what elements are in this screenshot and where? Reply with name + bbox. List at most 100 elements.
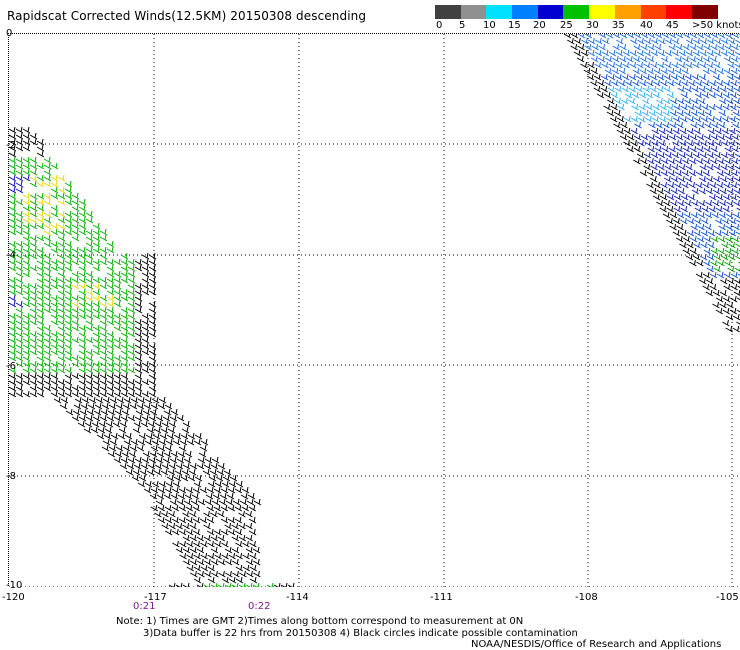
wind-barb	[590, 55, 599, 63]
wind-barb	[684, 97, 692, 105]
wind-barb	[721, 241, 729, 249]
wind-barb	[92, 258, 101, 266]
wind-barb	[151, 438, 160, 446]
wind-barb	[705, 85, 713, 93]
wind-barb	[633, 145, 641, 153]
wind-barb	[22, 324, 31, 332]
wind-barb	[36, 360, 45, 368]
wind-barb	[36, 312, 45, 320]
wind-barb	[123, 438, 132, 446]
wind-barb	[29, 306, 38, 314]
wind-barb	[570, 34, 579, 39]
wind-barb	[724, 247, 733, 255]
wind-barb	[676, 211, 685, 219]
wind-barb	[689, 157, 697, 165]
wind-barb	[695, 169, 704, 177]
wind-barb	[29, 300, 38, 308]
wind-barb	[78, 264, 87, 272]
wind-barb	[57, 384, 66, 392]
wind-barb	[113, 354, 122, 362]
wind-barb	[724, 259, 732, 267]
wind-barb	[57, 210, 66, 218]
wind-barb	[120, 390, 129, 398]
wind-barb	[210, 558, 219, 566]
wind-barb	[698, 73, 707, 81]
wind-barb	[231, 546, 240, 554]
wind-barb	[668, 34, 677, 39]
wind-barb	[142, 408, 151, 416]
wind-barb	[210, 534, 219, 542]
wind-barb	[689, 43, 697, 51]
wind-barb	[43, 342, 52, 350]
wind-barb	[200, 564, 209, 572]
wind-barb	[127, 324, 136, 332]
wind-barb	[246, 570, 254, 578]
wind-barb	[197, 498, 206, 506]
wind-barb	[658, 139, 666, 147]
wind-barb	[43, 216, 52, 224]
wind-barb	[36, 258, 45, 266]
wind-barb	[22, 204, 31, 212]
wind-barb	[43, 252, 52, 260]
wind-barb	[64, 306, 73, 314]
wind-barb	[203, 462, 212, 470]
wind-barb	[102, 396, 111, 404]
wind-barb	[182, 534, 191, 542]
wind-barb	[90, 426, 99, 434]
wind-barb	[43, 258, 52, 266]
wind-barb	[93, 408, 102, 416]
wind-barb	[92, 360, 101, 368]
wind-barb	[643, 49, 652, 57]
wind-barb	[78, 294, 87, 302]
wind-barb	[231, 522, 239, 530]
wind-barb	[190, 570, 198, 578]
wind-barb	[712, 85, 720, 93]
wind-barb	[590, 67, 599, 75]
wind-barb	[200, 540, 208, 548]
wind-barb	[57, 342, 66, 350]
wind-barb	[692, 49, 701, 57]
wind-barb	[737, 285, 740, 288]
wind-barb	[712, 199, 720, 207]
wind-barb	[727, 61, 735, 69]
wind-barb	[36, 366, 45, 374]
wind-barb	[50, 204, 59, 212]
wind-barb	[706, 151, 715, 159]
wind-barb	[78, 372, 87, 380]
wind-barb	[681, 181, 689, 189]
wind-barb	[668, 145, 676, 153]
wind-barb	[728, 229, 737, 237]
wind-barb	[178, 504, 187, 512]
wind-barb	[43, 324, 52, 332]
wind-barb	[113, 342, 122, 350]
wind-barb	[170, 408, 179, 416]
wind-barb	[227, 528, 236, 536]
wind-barb	[587, 61, 595, 69]
wind-barb	[709, 55, 718, 63]
wind-barb	[15, 210, 24, 218]
wind-barb	[705, 199, 713, 207]
wind-barb	[36, 276, 45, 284]
wind-barb	[626, 34, 635, 39]
wind-barb	[106, 306, 115, 314]
legend-swatch-2	[486, 5, 513, 19]
wind-barb	[709, 79, 717, 87]
wind-barb	[235, 552, 243, 560]
wind-barb	[78, 270, 87, 278]
wind-barb	[148, 288, 157, 296]
wind-barb	[708, 205, 716, 213]
wind-barb	[36, 234, 45, 242]
wind-barb	[729, 103, 737, 111]
wind-barb	[101, 402, 110, 410]
wind-barb	[183, 456, 192, 464]
wind-barb	[640, 133, 649, 141]
wind-barb	[78, 216, 87, 224]
wind-barb	[57, 378, 66, 386]
wind-barb	[15, 156, 24, 164]
wind-barb	[78, 210, 87, 218]
wind-barb	[228, 480, 237, 488]
wind-barb	[674, 67, 683, 75]
wind-barb	[74, 396, 83, 404]
wind-barb	[644, 115, 653, 123]
wind-barb	[682, 145, 690, 153]
